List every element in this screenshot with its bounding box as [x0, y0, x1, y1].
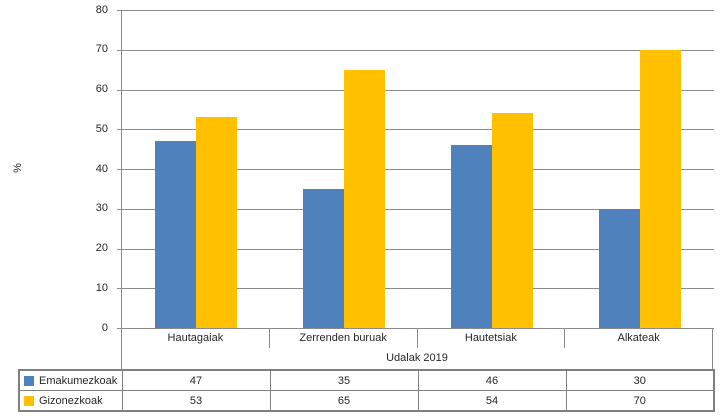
bar-group: [270, 10, 418, 328]
bar-group: [566, 10, 714, 328]
bar-group: [418, 10, 566, 328]
bar-emakumezkoak-alkateak: [599, 208, 640, 328]
y-tick-label: 10: [95, 281, 108, 294]
bar-gizonezkoak-alkateak: [640, 49, 681, 328]
legend-swatch: [24, 395, 34, 406]
y-tick-label: 30: [95, 202, 108, 215]
y-tick-label: 70: [95, 43, 108, 56]
gridline: [122, 169, 714, 170]
y-tick-label: 80: [95, 3, 108, 16]
category-label: Hautetsiak: [416, 329, 565, 348]
bar-emakumezkoak-hautagaiak: [155, 141, 196, 328]
y-tick-label: 0: [101, 321, 108, 334]
gridline: [122, 49, 714, 51]
gridline: [122, 248, 714, 250]
category-label-row: Hautagaiak Zerrenden buruak Hautetsiak Alka…: [122, 329, 712, 348]
bar-gizonezkoak-hautetsiak: [492, 113, 533, 328]
y-tick-mark: [117, 328, 121, 329]
plot-area: [121, 10, 714, 329]
y-tick-label: 50: [95, 122, 108, 135]
y-tick-mark: [117, 89, 121, 91]
gridline: [122, 10, 714, 11]
y-tick-label: 60: [95, 83, 108, 95]
gridline: [122, 129, 714, 131]
gridline: [122, 208, 714, 210]
legend-label: Emakumezkoak: [39, 374, 118, 387]
table-value-cell: 35: [269, 369, 419, 391]
legend-label: Gizonezkoak: [39, 394, 103, 407]
gridline: [122, 288, 714, 290]
bar-gizonezkoak-hautagaiak: [196, 117, 237, 328]
x-axis-title: Udalak 2019: [386, 352, 448, 364]
bar-emakumezkoak-hautetsiak: [451, 145, 492, 328]
y-axis-title: %: [12, 163, 24, 173]
table-value-cell: 54: [417, 390, 567, 412]
category-label: Alkateak: [564, 329, 712, 348]
table-row: Gizonezkoak 53 65 54 70: [18, 390, 715, 412]
legend-swatch: [24, 375, 34, 386]
table-value-cell: 46: [417, 369, 567, 391]
bar-gizonezkoak-zerrenden-buruak: [344, 69, 385, 328]
y-tick-mark: [117, 10, 121, 11]
y-tick-mark: [117, 288, 121, 290]
y-tick-mark: [117, 169, 121, 170]
table-value-cell: 47: [121, 369, 271, 391]
x-axis-area: Hautagaiak Zerrenden buruak Hautetsiak Alka…: [121, 329, 713, 369]
y-tick-label: 20: [95, 242, 108, 254]
table-value-cell: 65: [269, 390, 419, 412]
legend-cell: Gizonezkoak: [18, 390, 123, 412]
y-tick-mark: [117, 208, 121, 210]
y-tick-mark: [117, 129, 121, 131]
y-tick-mark: [117, 248, 121, 250]
bar-emakumezkoak-zerrenden-buruak: [303, 188, 344, 328]
category-label: Zerrenden buruak: [268, 329, 417, 348]
y-tick-label: 40: [95, 162, 108, 175]
category-label: Hautagaiak: [167, 332, 224, 344]
legend-cell: Emakumezkoak: [18, 369, 123, 391]
table-value-cell: 53: [121, 390, 271, 412]
table-row: Emakumezkoak 47 35 46 30: [18, 369, 715, 391]
table-value-cell: 30: [565, 369, 715, 391]
table-value-cell: 70: [565, 390, 715, 412]
bar-group: [122, 10, 270, 328]
y-tick-mark: [117, 49, 121, 51]
data-table: Emakumezkoak 47 35 46 30 Gizonezkoak 53 65 54 70: [18, 369, 715, 412]
gridline: [122, 89, 714, 91]
